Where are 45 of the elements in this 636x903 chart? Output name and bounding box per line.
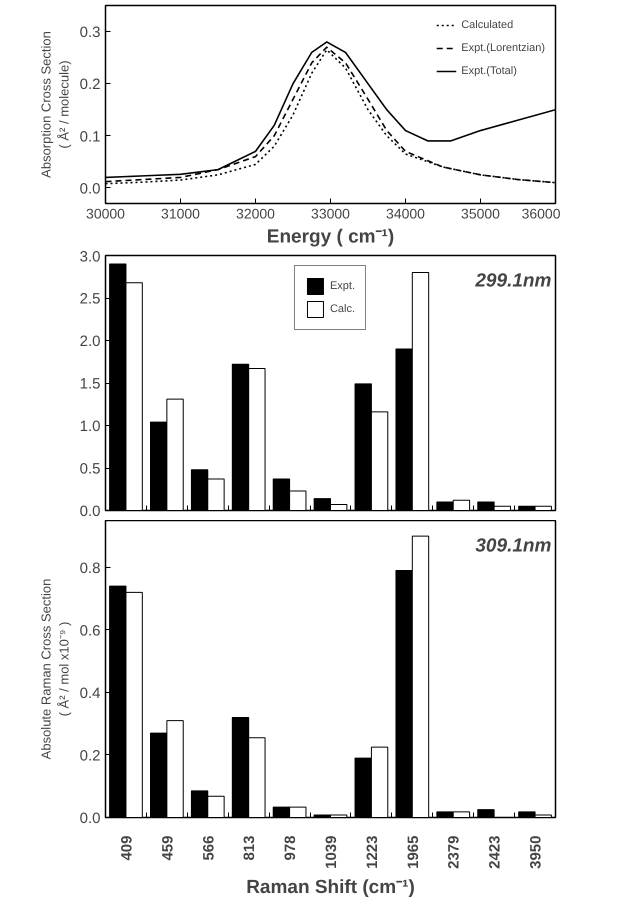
x-tick-label: 33000 [311,206,350,222]
x-tick-label: 978 [282,835,300,861]
y-tick-label: 2.0 [80,333,101,350]
y-tick-label: 0.6 [80,622,101,640]
x-tick-label: 36000 [522,206,561,222]
x-tick-label: 1223 [364,835,381,869]
y-tick-label: 2.5 [80,290,101,308]
y-tick-label: 0.2 [80,747,101,764]
legend-label: Expt.(Lorentzian) [461,42,545,54]
x-tick-label: 2379 [446,835,463,869]
y-tick-label: 3.0 [80,248,101,266]
x-tick-label: 1039 [323,835,340,869]
y-axis-title: Absolute Raman Cross Section ( Å² / mol x10⁻⁹ ) [38,578,72,760]
x-axis-title: Raman Shift (cm⁻¹) [246,876,415,898]
y-tick-label: 0.2 [80,76,101,94]
y-tick-label: 0.8 [80,560,101,577]
y-tick-label: 0.4 [80,684,101,702]
x-tick-label: 409 [118,835,136,861]
x-tick-label: 459 [159,835,176,861]
x-tick-label: 566 [200,835,218,861]
x-tick-label: 32000 [236,206,276,222]
x-tick-label: 1965 [404,835,422,869]
y-axis-title: Absorption Cross Section ( Å² / molecule) [38,31,72,178]
x-axis-title: Energy ( cm⁻¹) [266,226,394,248]
y-tick-label: 0.1 [80,128,101,146]
y-tick-label: 1.0 [80,418,101,435]
y-tick-label: 0.0 [80,180,101,198]
legend-label: Calculated [461,19,514,31]
x-tick-label: 31000 [161,206,200,222]
x-tick-label: 3950 [528,835,545,869]
annotation: 309.1nm [475,536,552,556]
x-tick-label: 35000 [461,206,500,222]
y-tick-label: 0.0 [80,810,101,827]
legend-label: Expt. [330,280,356,292]
y-tick-label: 0.0 [80,503,101,520]
x-tick-label: 34000 [386,206,426,222]
x-tick-label: 813 [241,835,258,861]
annotation: 299.1nm [474,270,552,292]
legend-label: Expt.(Total) [461,65,517,77]
y-tick-label: 1.5 [80,376,101,392]
x-tick-label: 2423 [486,835,504,869]
y-tick-label: 0.3 [80,24,101,42]
y-tick-label: 0.5 [80,460,101,478]
x-tick-label: 30000 [86,206,126,222]
legend-label: Calc. [330,303,356,315]
